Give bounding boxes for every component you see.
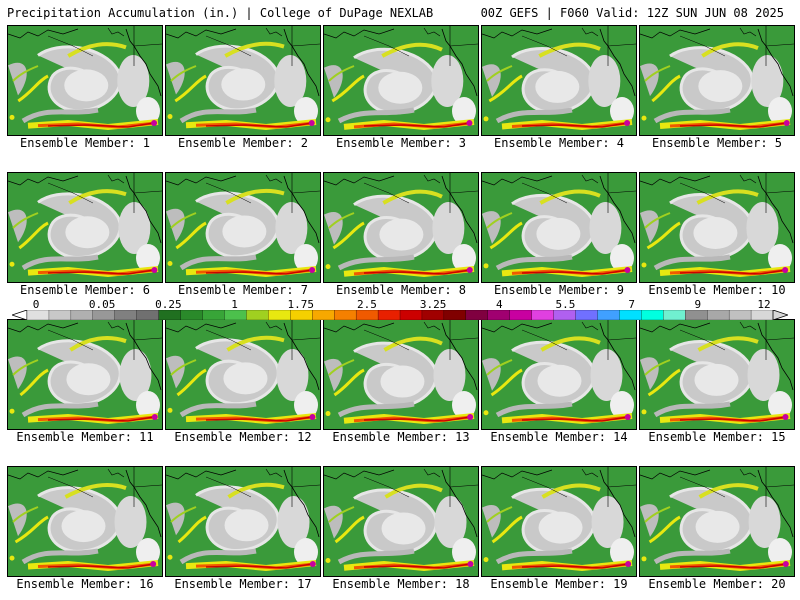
ensemble-member-label: Ensemble Member: 10 (648, 283, 786, 297)
colorbar-bin (268, 310, 291, 320)
colorbar-bin (553, 310, 576, 320)
colorbar-tick-label: 1 (231, 298, 238, 311)
colorbar-bin (158, 310, 182, 320)
ensemble-member-label: Ensemble Member: 14 (490, 430, 628, 444)
ensemble-member-map (639, 172, 795, 283)
ensemble-member-map (165, 25, 321, 136)
colorbar-tick-label: 3.25 (419, 298, 447, 311)
ensemble-member-map (323, 172, 479, 283)
colorbar-bin (421, 310, 445, 320)
ensemble-member-map (165, 466, 321, 577)
colorbar-bin (202, 310, 225, 320)
colorbar-bin (531, 310, 555, 320)
ensemble-member-map (165, 172, 321, 283)
colorbar-bin (487, 310, 511, 320)
ensemble-member-label: Ensemble Member: 13 (332, 430, 470, 444)
ensemble-member-map (481, 319, 637, 430)
colorbar-tick-label: 0 (32, 298, 40, 311)
colorbar-bin (597, 310, 620, 320)
colorbar-tick-label: 4 (495, 298, 503, 311)
colorbar-bin (334, 310, 357, 320)
ensemble-member-label: Ensemble Member: 8 (335, 283, 467, 297)
ensemble-member-label: Ensemble Member: 6 (19, 283, 151, 297)
colorbar-bin (641, 310, 664, 320)
colorbar-bin (750, 310, 774, 320)
colorbar-bin (509, 310, 533, 320)
ensemble-member-map (481, 172, 637, 283)
colorbar-tick-label: 1.75 (287, 298, 314, 311)
ensemble-member-label: Ensemble Member: 2 (177, 136, 309, 150)
colorbar-bin (399, 310, 423, 320)
ensemble-member-label: Ensemble Member: 1 (19, 136, 151, 150)
colorbar-bin (246, 310, 269, 320)
colorbar-bin (136, 310, 160, 320)
ensemble-member-label: Ensemble Member: 9 (493, 283, 625, 297)
colorbar-bin (443, 310, 467, 320)
colorbar-bin (48, 310, 72, 320)
ensemble-member-map (7, 319, 163, 430)
colorbar-bin (685, 310, 708, 320)
ensemble-member-label: Ensemble Member: 4 (493, 136, 625, 150)
colorbar-tick-label: 7 (628, 298, 635, 311)
colorbar-tick-label: 2.5 (356, 298, 377, 311)
colorbar-bin (70, 310, 94, 320)
colorbar-bin (114, 310, 138, 320)
colorbar-tick-label: 0.05 (88, 298, 116, 311)
ensemble-member-label: Ensemble Member: 19 (490, 577, 628, 591)
ensemble-member-map (481, 25, 637, 136)
colorbar-bin (180, 310, 203, 320)
colorbar-tick-label: 5.5 (555, 298, 576, 311)
ensemble-member-map (639, 25, 795, 136)
colorbar-bin (619, 310, 642, 320)
colorbar-bin (707, 310, 730, 320)
colorbar-right-arrow (772, 310, 788, 320)
colorbar-bin (575, 310, 598, 320)
ensemble-member-label: Ensemble Member: 7 (177, 283, 309, 297)
ensemble-member-label: Ensemble Member: 16 (16, 577, 154, 591)
colorbar-strip (12, 310, 788, 320)
ensemble-member-map (165, 319, 321, 430)
colorbar-bin (465, 310, 489, 320)
product-title: Precipitation Accumulation (in.) | Colle… (7, 6, 434, 20)
ensemble-member-map (639, 319, 795, 430)
ensemble-member-map (323, 466, 479, 577)
colorbar-tick-label: 9 (694, 298, 702, 311)
ensemble-member-label: Ensemble Member: 3 (335, 136, 467, 150)
colorbar-bin (377, 310, 401, 320)
colorbar-bin (663, 310, 686, 320)
colorbar-bin (728, 310, 752, 320)
ensemble-member-label: Ensemble Member: 5 (651, 136, 783, 150)
ensemble-member-label: Ensemble Member: 18 (332, 577, 470, 591)
ensemble-member-map (323, 319, 479, 430)
precip-colorbar: 0 0.05 0.25 1 1.75 2.5 3.25 4 5.5 7 9 12 (12, 298, 788, 320)
ensemble-member-label: Ensemble Member: 20 (648, 577, 786, 591)
colorbar-bin (290, 310, 313, 320)
ensemble-member-map (7, 25, 163, 136)
colorbar-bin (312, 310, 335, 320)
model-valid-time: 00Z GEFS | F060 Valid: 12Z SUN JUN 08 20… (480, 6, 784, 20)
ensemble-member-map (7, 466, 163, 577)
ensemble-member-map (481, 466, 637, 577)
ensemble-member-label: Ensemble Member: 17 (174, 577, 312, 591)
ensemble-member-label: Ensemble Member: 12 (174, 430, 312, 444)
colorbar-bin (355, 310, 379, 320)
colorbar-bin (26, 310, 50, 320)
ensemble-member-label: Ensemble Member: 15 (648, 430, 786, 444)
colorbar-tick-label: 12 (757, 298, 771, 311)
colorbar-tick-label: 0.25 (155, 298, 182, 311)
colorbar-left-arrow (12, 310, 28, 320)
ensemble-member-map (7, 172, 163, 283)
ensemble-member-map (323, 25, 479, 136)
ensemble-member-map (639, 466, 795, 577)
colorbar-bin (92, 310, 116, 320)
ensemble-member-label: Ensemble Member: 11 (16, 430, 154, 444)
colorbar-bin (224, 310, 247, 320)
